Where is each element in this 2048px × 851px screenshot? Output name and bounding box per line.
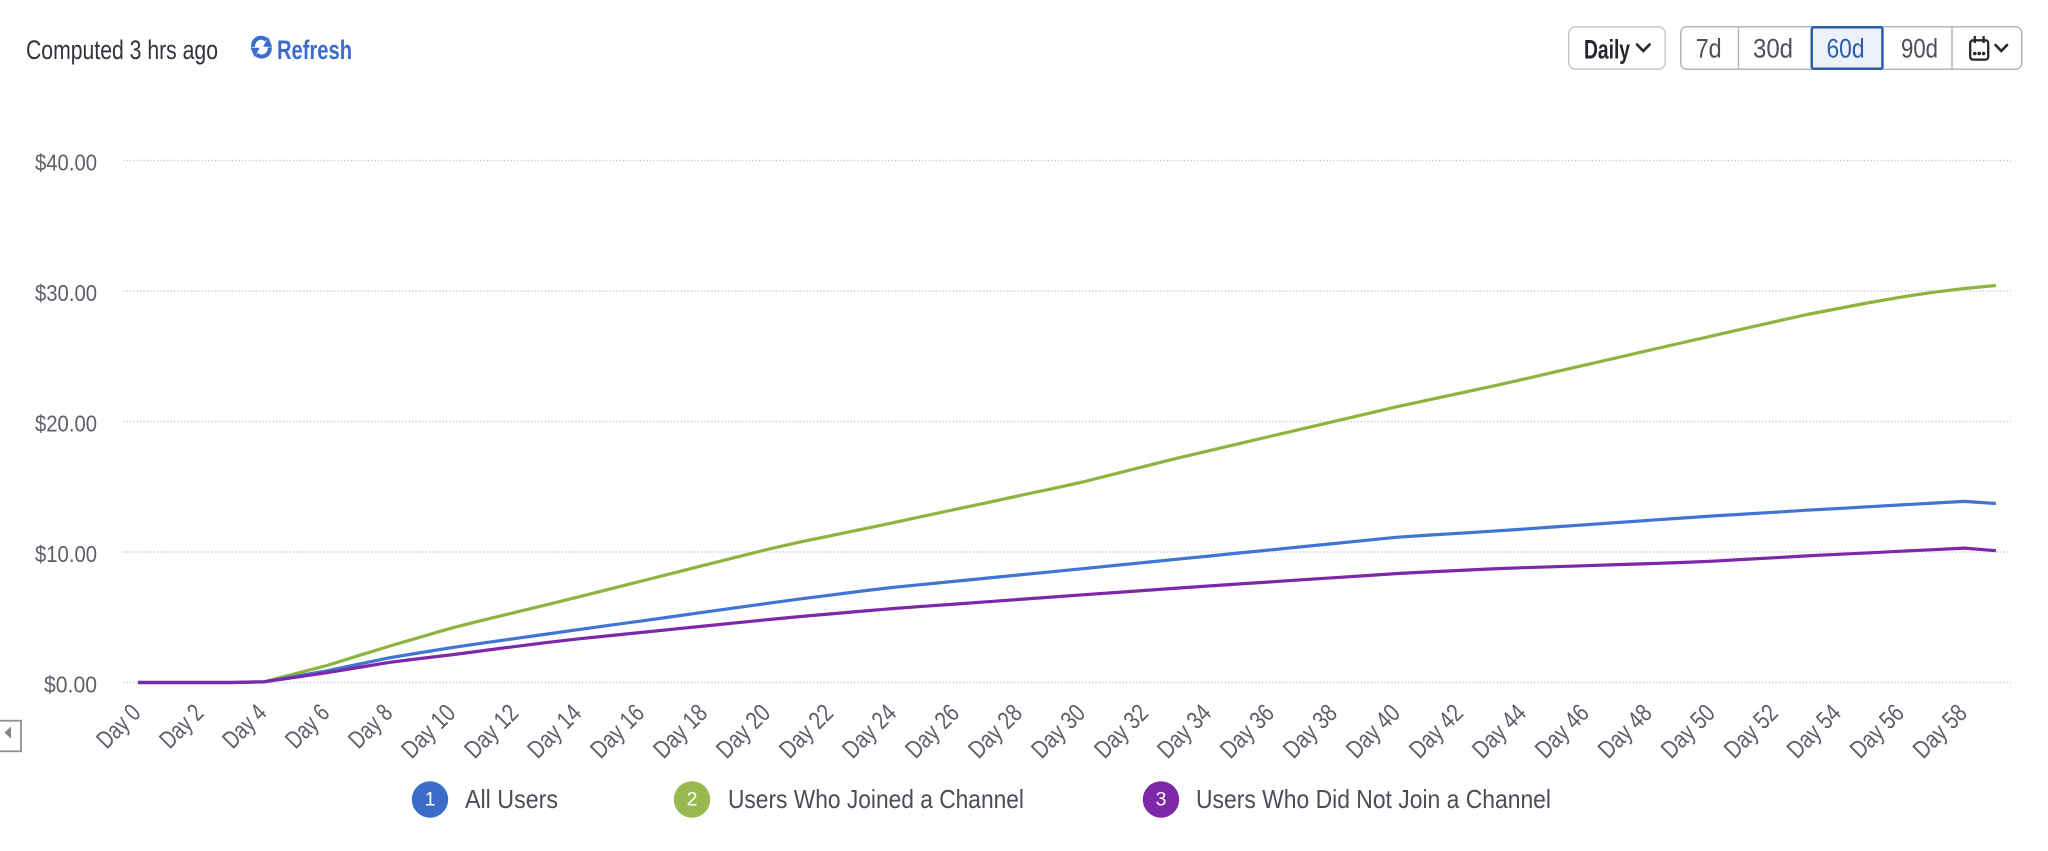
svg-text:Users Who Joined a Channel: Users Who Joined a Channel (728, 784, 1024, 814)
svg-text:$30.00: $30.00 (35, 280, 97, 306)
svg-text:Refresh: Refresh (277, 35, 352, 65)
svg-text:90d: 90d (1901, 33, 1938, 63)
svg-text:$40.00: $40.00 (35, 150, 97, 176)
svg-text:All Users: All Users (465, 784, 558, 814)
svg-text:Users Who Did Not Join a Chann: Users Who Did Not Join a Channel (1196, 784, 1551, 814)
svg-text:1: 1 (425, 789, 436, 811)
svg-text:60d: 60d (1827, 33, 1865, 63)
svg-text:2: 2 (687, 789, 698, 811)
svg-text:Computed 3 hrs ago: Computed 3 hrs ago (26, 35, 218, 65)
svg-text:$10.00: $10.00 (35, 541, 97, 567)
svg-text:$20.00: $20.00 (35, 411, 97, 437)
svg-text:30d: 30d (1753, 33, 1793, 63)
svg-text:Daily: Daily (1584, 35, 1630, 65)
svg-text:$0.00: $0.00 (44, 672, 97, 698)
svg-text:3: 3 (1156, 789, 1167, 811)
svg-text:7d: 7d (1696, 33, 1722, 63)
